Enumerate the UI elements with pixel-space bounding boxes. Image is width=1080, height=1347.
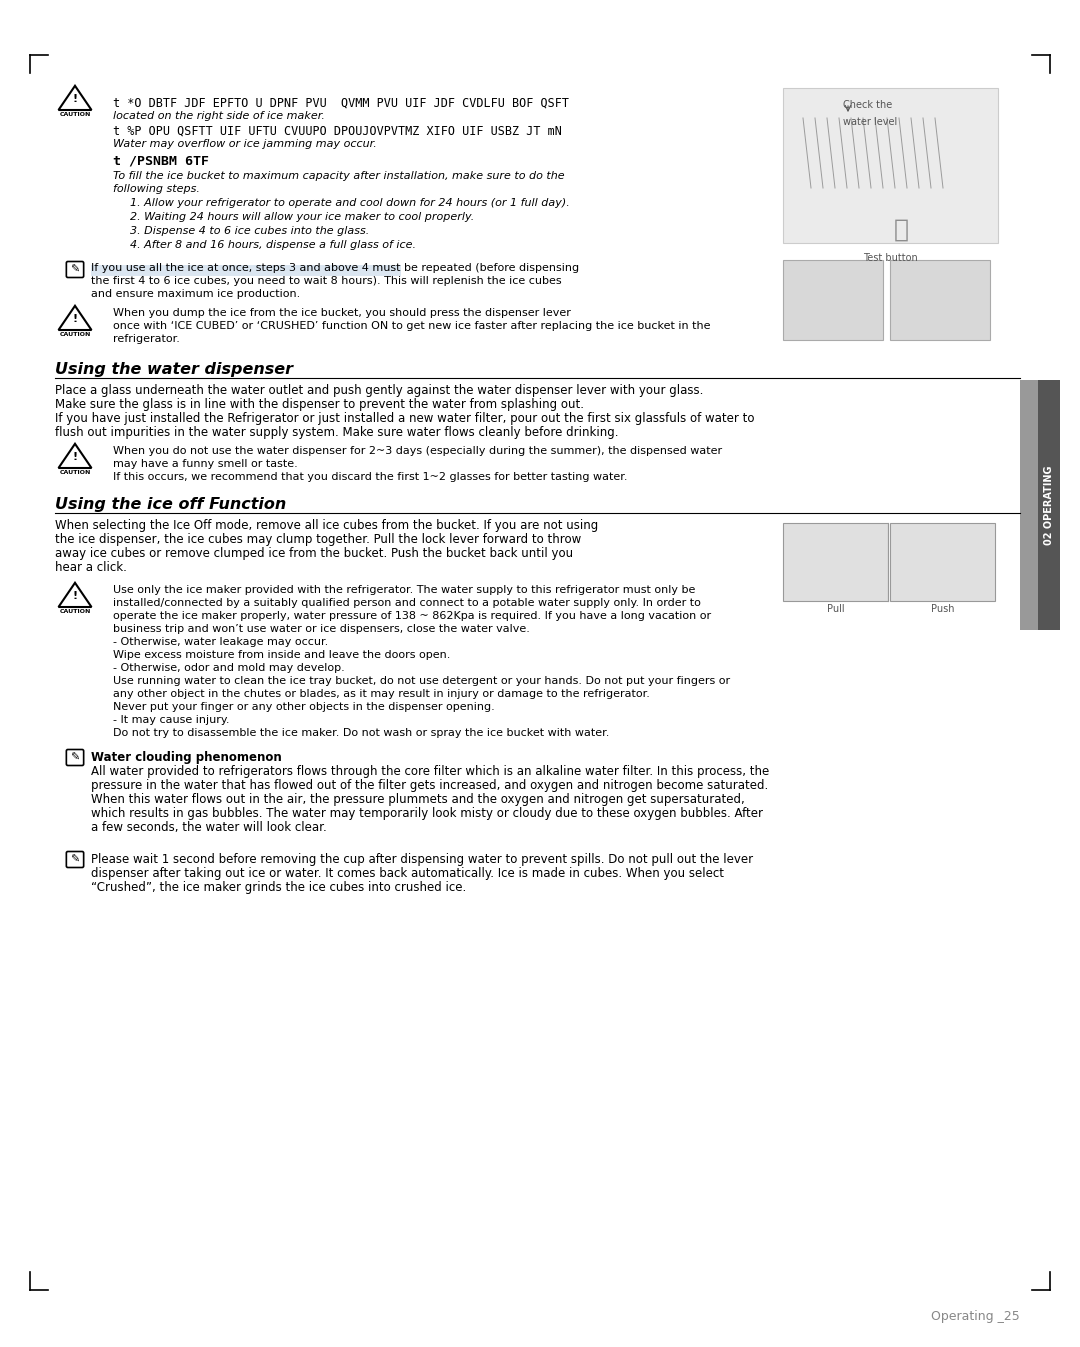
Text: Operating _25: Operating _25 (931, 1311, 1020, 1323)
Text: To fill the ice bucket to maximum capacity after installation, make sure to do t: To fill the ice bucket to maximum capaci… (113, 171, 565, 180)
Text: installed/connected by a suitably qualified person and connect to a potable wate: installed/connected by a suitably qualif… (113, 598, 701, 607)
FancyBboxPatch shape (890, 523, 995, 601)
Text: flush out impurities in the water supply system. Make sure water flows cleanly b: flush out impurities in the water supply… (55, 426, 619, 439)
Text: !: ! (72, 94, 78, 104)
Text: 1. Allow your refrigerator to operate and cool down for 24 hours (or 1 full day): 1. Allow your refrigerator to operate an… (130, 198, 570, 207)
Text: may have a funny smell or taste.: may have a funny smell or taste. (113, 459, 298, 469)
Text: CAUTION: CAUTION (59, 112, 91, 117)
Text: Water clouding phenomenon: Water clouding phenomenon (91, 752, 282, 764)
Text: Never put your finger or any other objects in the dispenser opening.: Never put your finger or any other objec… (113, 702, 495, 713)
Text: 4. After 8 and 16 hours, dispense a full glass of ice.: 4. After 8 and 16 hours, dispense a full… (130, 240, 416, 251)
Text: t *O DBTF JDF EPFTO U DPNF PVU  QVMM PVU UIF JDF CVDLFU BOF QSFT: t *O DBTF JDF EPFTO U DPNF PVU QVMM PVU … (113, 97, 569, 110)
Text: Pull: Pull (826, 603, 845, 614)
Text: 2. Waiting 24 hours will allow your ice maker to cool properly.: 2. Waiting 24 hours will allow your ice … (130, 211, 474, 222)
FancyBboxPatch shape (1038, 380, 1059, 630)
Text: t %P OPU QSFTT UIF UFTU CVUUPO DPOUJOVPVTMZ XIFO UIF USBZ JT mN: t %P OPU QSFTT UIF UFTU CVUUPO DPOUJOVPV… (113, 125, 562, 137)
FancyBboxPatch shape (91, 265, 401, 276)
Text: which results in gas bubbles. The water may temporarily look misty or cloudy due: which results in gas bubbles. The water … (91, 807, 762, 820)
Text: away ice cubes or remove clumped ice from the bucket. Push the bucket back until: away ice cubes or remove clumped ice fro… (55, 547, 573, 560)
Text: “Crushed”, the ice maker grinds the ice cubes into crushed ice.: “Crushed”, the ice maker grinds the ice … (91, 881, 467, 894)
FancyBboxPatch shape (890, 260, 990, 339)
Text: Use only the ice maker provided with the refrigerator. The water supply to this : Use only the ice maker provided with the… (113, 585, 696, 595)
Text: dispenser after taking out ice or water. It comes back automatically. Ice is mad: dispenser after taking out ice or water.… (91, 867, 724, 880)
Text: CAUTION: CAUTION (59, 470, 91, 474)
Text: Push: Push (931, 603, 955, 614)
FancyBboxPatch shape (783, 523, 888, 601)
Text: hear a click.: hear a click. (55, 560, 126, 574)
Text: operate the ice maker properly, water pressure of 138 ~ 862Kpa is required. If y: operate the ice maker properly, water pr… (113, 612, 711, 621)
Text: When you dump the ice from the ice bucket, you should press the dispenser lever: When you dump the ice from the ice bucke… (113, 308, 571, 318)
Text: Please wait 1 second before removing the cup after dispensing water to prevent s: Please wait 1 second before removing the… (91, 853, 753, 866)
FancyBboxPatch shape (783, 260, 883, 339)
Text: Check the: Check the (843, 100, 892, 110)
Text: When this water flows out in the air, the pressure plummets and the oxygen and n: When this water flows out in the air, th… (91, 793, 745, 806)
Text: All water provided to refrigerators flows through the core filter which is an al: All water provided to refrigerators flow… (91, 765, 769, 779)
Text: Using the ice off Function: Using the ice off Function (55, 497, 286, 512)
Text: Use running water to clean the ice tray bucket, do not use detergent or your han: Use running water to clean the ice tray … (113, 676, 730, 686)
Text: Using the water dispenser: Using the water dispenser (55, 362, 293, 377)
Text: ✎: ✎ (70, 264, 80, 275)
Text: business trip and won’t use water or ice dispensers, close the water valve.: business trip and won’t use water or ice… (113, 624, 530, 634)
Text: any other object in the chutes or blades, as it may result in injury or damage t: any other object in the chutes or blades… (113, 690, 650, 699)
Text: pressure in the water that has flowed out of the filter gets increased, and oxyg: pressure in the water that has flowed ou… (91, 779, 768, 792)
Text: - Otherwise, water leakage may occur.: - Otherwise, water leakage may occur. (113, 637, 328, 647)
FancyBboxPatch shape (783, 88, 998, 242)
Text: once with ‘ICE CUBED’ or ‘CRUSHED’ function ON to get new ice faster after repla: once with ‘ICE CUBED’ or ‘CRUSHED’ funct… (113, 321, 711, 331)
Text: When selecting the Ice Off mode, remove all ice cubes from the bucket. If you ar: When selecting the Ice Off mode, remove … (55, 519, 598, 532)
Text: a few seconds, the water will look clear.: a few seconds, the water will look clear… (91, 822, 327, 834)
Text: !: ! (72, 453, 78, 462)
Text: and ensure maximum ice production.: and ensure maximum ice production. (91, 290, 300, 299)
Text: 🖐: 🖐 (894, 218, 908, 242)
Text: t /PSNBM 6TF: t /PSNBM 6TF (113, 155, 210, 168)
Text: ✎: ✎ (70, 753, 80, 762)
Text: If you use all the ice at once, steps 3 and above 4 must be repeated (before dis: If you use all the ice at once, steps 3 … (91, 263, 579, 273)
Text: - It may cause injury.: - It may cause injury. (113, 715, 229, 725)
FancyBboxPatch shape (1020, 380, 1038, 630)
Text: following steps.: following steps. (113, 185, 200, 194)
Text: When you do not use the water dispenser for 2~3 days (especially during the summ: When you do not use the water dispenser … (113, 446, 723, 457)
Text: refrigerator.: refrigerator. (113, 334, 180, 343)
Text: Water may overflow or ice jamming may occur.: Water may overflow or ice jamming may oc… (113, 139, 377, 150)
Text: the first 4 to 6 ice cubes, you need to wait 8 hours). This will replenish the i: the first 4 to 6 ice cubes, you need to … (91, 276, 562, 286)
Text: !: ! (72, 591, 78, 601)
Text: - Otherwise, odor and mold may develop.: - Otherwise, odor and mold may develop. (113, 663, 345, 674)
Text: Make sure the glass is in line with the dispenser to prevent the water from spla: Make sure the glass is in line with the … (55, 397, 584, 411)
Text: 02 OPERATING: 02 OPERATING (1044, 465, 1054, 544)
Text: If you have just installed the Refrigerator or just installed a new water filter: If you have just installed the Refrigera… (55, 412, 755, 426)
Text: ✎: ✎ (70, 854, 80, 865)
Text: Wipe excess moisture from inside and leave the doors open.: Wipe excess moisture from inside and lea… (113, 651, 450, 660)
Text: CAUTION: CAUTION (59, 609, 91, 613)
Text: If this occurs, we recommend that you discard the first 1~2 glasses for better t: If this occurs, we recommend that you di… (113, 471, 627, 482)
Text: water level: water level (843, 117, 897, 127)
Text: Place a glass underneath the water outlet and push gently against the water disp: Place a glass underneath the water outle… (55, 384, 703, 397)
Text: !: ! (72, 314, 78, 325)
Text: the ice dispenser, the ice cubes may clump together. Pull the lock lever forward: the ice dispenser, the ice cubes may clu… (55, 533, 581, 546)
Text: 3. Dispense 4 to 6 ice cubes into the glass.: 3. Dispense 4 to 6 ice cubes into the gl… (130, 226, 369, 236)
Text: Test button: Test button (863, 253, 918, 263)
Text: Do not try to disassemble the ice maker. Do not wash or spray the ice bucket wit: Do not try to disassemble the ice maker.… (113, 727, 609, 738)
Text: CAUTION: CAUTION (59, 331, 91, 337)
Text: located on the right side of ice maker.: located on the right side of ice maker. (113, 110, 325, 121)
